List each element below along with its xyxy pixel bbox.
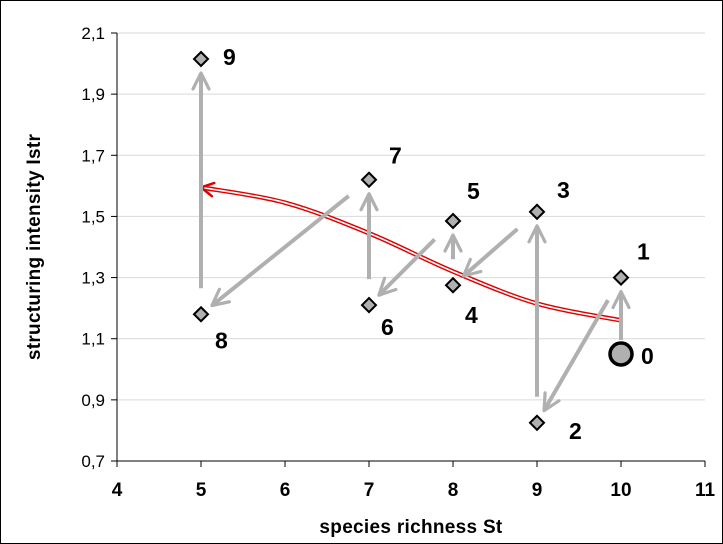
data-point-marker <box>444 212 462 230</box>
x-tick-label: 5 <box>196 480 207 501</box>
data-point-label: 4 <box>465 302 478 328</box>
data-point-marker <box>360 296 378 314</box>
y-tick-label: 1,3 <box>81 269 105 288</box>
x-tick-label: 9 <box>532 480 543 501</box>
data-point-label: 2 <box>569 418 582 444</box>
y-tick-label: 1,7 <box>81 146 105 165</box>
data-point-label: 6 <box>381 314 394 340</box>
x-tick-label: 6 <box>280 480 291 501</box>
data-point-marker <box>360 171 378 189</box>
x-axis-title: species richness St <box>319 517 503 538</box>
transition-arrow <box>210 194 350 308</box>
data-point-marker <box>192 50 210 68</box>
x-tick-label: 7 <box>364 480 375 501</box>
data-point-marker <box>528 414 546 432</box>
y-tick-label: 0,7 <box>81 452 105 471</box>
data-point-label: 8 <box>215 327 228 353</box>
trend-curve-outer <box>200 185 622 323</box>
data-point-marker <box>192 305 210 323</box>
data-point-label: 0 <box>641 343 654 369</box>
data-point-label: 7 <box>389 143 402 169</box>
y-tick-label: 1,5 <box>81 207 105 226</box>
y-tick-label: 0,9 <box>81 391 105 410</box>
data-point-label: 9 <box>223 44 236 70</box>
data-point-label: 3 <box>557 177 570 203</box>
trend-curve-inner <box>200 186 622 322</box>
data-point-marker <box>528 203 546 221</box>
x-tick-label: 8 <box>448 480 459 501</box>
x-tick-label: 10 <box>610 480 631 501</box>
data-point-marker <box>612 269 630 286</box>
transition-arrow <box>461 227 519 278</box>
transition-arrow <box>542 299 610 413</box>
start-point-marker <box>608 341 634 367</box>
data-point-marker <box>444 276 462 294</box>
y-tick-label: 1,9 <box>81 85 105 104</box>
data-point-label: 5 <box>467 178 480 204</box>
y-tick-label: 1,1 <box>81 330 105 349</box>
x-tick-label: 4 <box>112 480 123 501</box>
y-tick-label: 2,1 <box>81 24 105 43</box>
transition-arrow <box>377 237 437 297</box>
data-point-label: 1 <box>637 239 650 265</box>
y-axis-title: structuring intensity Istr <box>24 134 45 361</box>
x-tick-label: 11 <box>695 480 716 501</box>
